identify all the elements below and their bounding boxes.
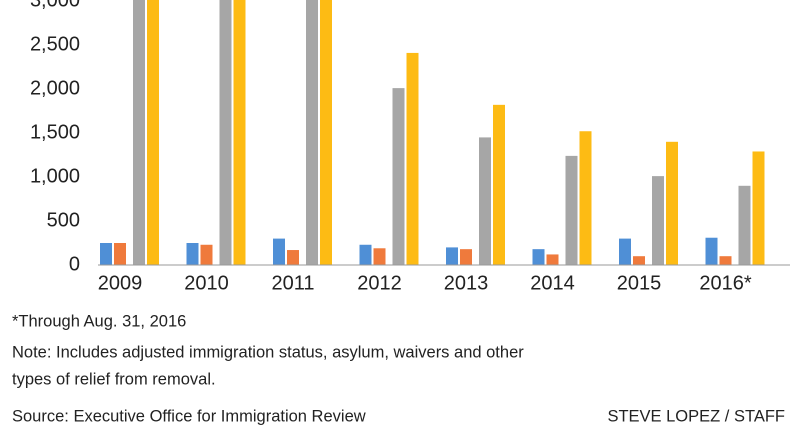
credit: STEVE LOPEZ / STAFF: [607, 407, 785, 425]
bar: [546, 254, 559, 265]
bar: [493, 104, 505, 265]
source: Source: Executive Office for Immigration…: [12, 407, 366, 425]
bar: [273, 238, 285, 265]
bar: [719, 256, 732, 265]
bar: [738, 185, 751, 265]
y-tick-label: 1,000: [30, 165, 80, 187]
x-tick-label: 2016*: [699, 272, 751, 294]
bar: [219, 0, 232, 265]
note-line: Note: Includes adjusted immigration stat…: [12, 343, 524, 361]
bar: [233, 0, 246, 265]
bar: [652, 176, 664, 265]
bar: [100, 243, 112, 265]
bar: [565, 155, 578, 265]
y-tick-label: 2,000: [30, 77, 80, 99]
y-tick-label: 0: [69, 253, 80, 275]
bar: [406, 52, 419, 265]
x-tick-label: 2014: [530, 272, 575, 294]
y-tick-label: 2,500: [30, 33, 80, 55]
note-line: types of relief from removal.: [12, 370, 216, 388]
plot-area: [100, 0, 765, 266]
bar: [133, 0, 145, 266]
x-tick-label: 2013: [444, 272, 489, 294]
x-tick-label: 2009: [98, 272, 143, 294]
x-tick-label: 2010: [184, 272, 229, 294]
bar: [320, 0, 332, 265]
bar: [705, 237, 718, 265]
footnote: *Through Aug. 31, 2016: [12, 312, 186, 330]
bar: [479, 137, 491, 265]
bar: [666, 141, 678, 265]
x-tick-label: 2015: [617, 272, 662, 294]
x-tick-label: 2011: [271, 272, 314, 294]
bar: [306, 0, 318, 265]
bar: [532, 249, 545, 265]
y-tick-label: 1,500: [30, 121, 80, 143]
bar: [373, 248, 386, 265]
bar: [460, 249, 472, 265]
bar: [392, 88, 405, 266]
bar: [633, 256, 645, 265]
bar: [287, 250, 299, 265]
bar: [114, 243, 126, 265]
bar: [200, 244, 213, 265]
y-tick-label: 3,000: [30, 0, 80, 11]
x-tick-label: 2012: [357, 272, 402, 294]
y-tick-label: 500: [47, 209, 80, 231]
bar: [446, 247, 458, 265]
bar: [619, 238, 631, 265]
bar: [147, 0, 159, 266]
bar: [579, 131, 592, 265]
bar: [752, 151, 765, 265]
bar: [186, 243, 199, 265]
bar: [359, 244, 372, 265]
